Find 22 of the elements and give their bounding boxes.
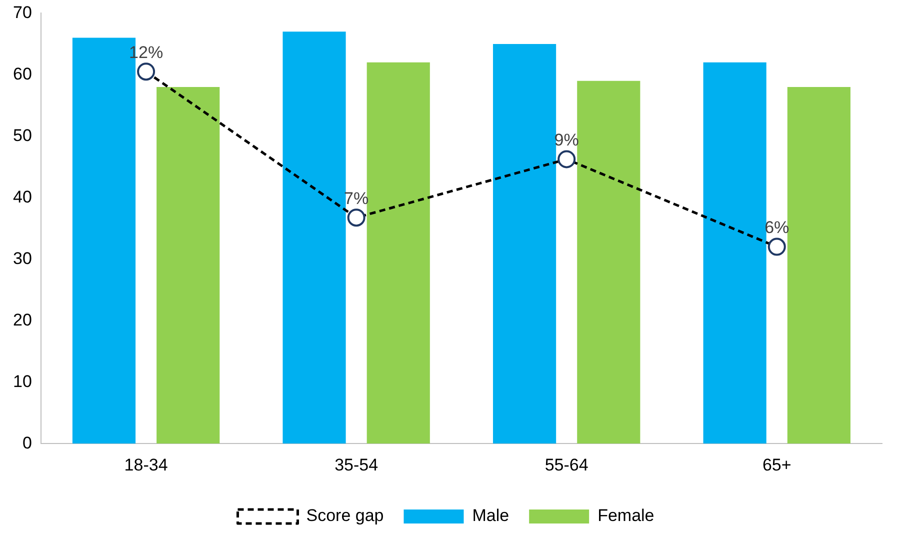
- bar: [787, 86, 850, 444]
- y-tick-label: 30: [12, 248, 32, 268]
- y-tick-label: 40: [12, 187, 32, 206]
- x-tick-label: 55-64: [544, 455, 588, 474]
- y-tick-label: 20: [12, 310, 32, 330]
- bar: [366, 62, 430, 444]
- bar: [703, 62, 766, 444]
- bar: [492, 44, 556, 444]
- y-tick-label: 0: [22, 433, 32, 452]
- x-tick-label: 18-34: [124, 455, 168, 474]
- legend-label: Male: [472, 506, 510, 526]
- y-tick-label: 10: [12, 372, 32, 391]
- y-tick-label: 70: [12, 2, 32, 22]
- legend-label: Score gap: [306, 506, 384, 526]
- bar: [282, 32, 346, 444]
- x-tick-label: 65+: [762, 455, 792, 474]
- bar: [156, 86, 220, 444]
- x-tick-label: 35-54: [334, 455, 378, 474]
- y-tick-label: 50: [12, 126, 32, 145]
- bar: [577, 80, 640, 444]
- y-tick-label: 60: [12, 64, 32, 84]
- legend-label: Female: [598, 506, 654, 526]
